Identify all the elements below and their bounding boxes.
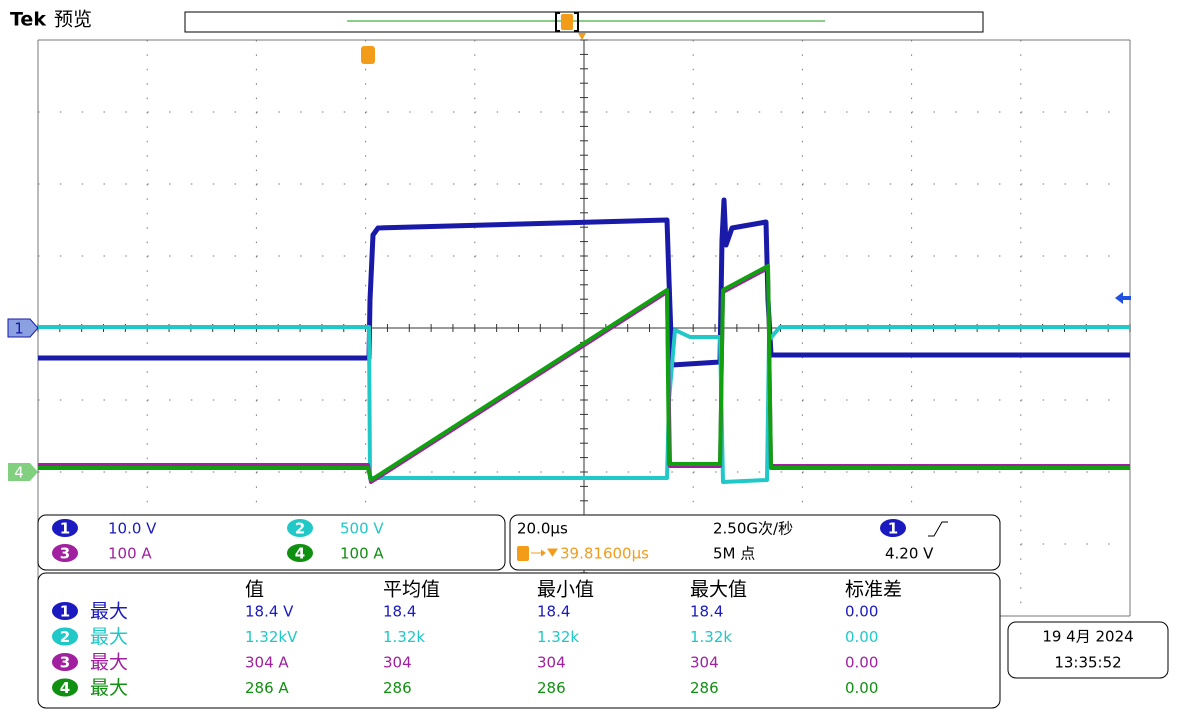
measurement-value: 286: [537, 679, 566, 697]
trigger-icon: [361, 46, 375, 64]
measurement-value: 286 A: [245, 679, 289, 697]
channel-scale: 100 A: [340, 545, 384, 563]
ch4-marker: [8, 463, 38, 481]
ch4-trace: [38, 264, 1130, 482]
channel-badge-label: 1: [60, 520, 70, 538]
measurement-value: 1.32k: [383, 628, 425, 646]
measurement-panel: [37, 572, 1001, 709]
sample-rate: 2.50G次/秒: [713, 520, 793, 538]
channel-badge-label: 3: [60, 545, 70, 563]
channel-badge: [287, 519, 313, 537]
measurement-value: 304: [690, 654, 719, 672]
ch4-marker-label: 4: [14, 464, 24, 482]
record-length: 5M 点: [713, 545, 755, 563]
column-header: 最小值: [537, 579, 594, 601]
timebase-panel: [509, 514, 1001, 571]
trigger-icon: [561, 14, 573, 30]
channel-badge: [52, 602, 78, 620]
channel-badge: [52, 544, 78, 562]
waveforms: [38, 197, 1130, 484]
channel-badge-label: 4: [295, 545, 305, 563]
column-header: 标准差: [845, 579, 902, 601]
channel-scale: 500 V: [340, 520, 384, 538]
trigger-level-arrow: [1115, 292, 1131, 304]
datetime-panel: [1007, 621, 1169, 679]
channel-panel: [37, 514, 506, 571]
channel-badge: [52, 519, 78, 537]
measurement-value: 1.32k: [537, 628, 579, 646]
trigger-pos: [578, 33, 586, 40]
measurement-type: 最大: [90, 677, 128, 699]
channel-badge-label: 2: [295, 520, 305, 538]
record-view: [184, 11, 984, 33]
trigger-level: 4.20 V: [885, 545, 934, 563]
channel-badge-label: 2: [60, 628, 70, 646]
column-header: 最大值: [690, 579, 747, 601]
channel-badge-label: 3: [60, 654, 70, 672]
measurement-value: 18.4: [383, 603, 416, 621]
measurement-value: 304 A: [245, 654, 289, 672]
measurement-value: 18.4: [537, 603, 570, 621]
channel-badge: [52, 653, 78, 671]
mode: 预览: [54, 9, 92, 31]
measurement-value: 0.00: [845, 628, 878, 646]
column-header: 值: [245, 579, 264, 601]
channel-badge: [52, 678, 78, 697]
column-header: 平均值: [383, 579, 440, 601]
measurement-value: 286: [383, 679, 412, 697]
channel-badge: [880, 519, 906, 537]
measurement-value: 0.00: [845, 654, 878, 672]
ch1-marker-label: 1: [14, 320, 24, 338]
measurement-type: 最大: [90, 601, 128, 623]
channel-badge-label: 1: [888, 520, 898, 538]
measurement-value: 1.32kV: [245, 628, 298, 646]
position-arrow: [531, 548, 558, 557]
time: 13:35:52: [1054, 654, 1121, 672]
date: 19 4月 2024: [1042, 628, 1133, 646]
channel-badge-label: 1: [60, 603, 70, 621]
ch1-marker: [7, 318, 39, 338]
measurement-value: 1.32k: [690, 628, 732, 646]
channel-badge-label: 4: [60, 679, 70, 697]
measurement-value: 18.4: [690, 603, 723, 621]
trigger-slope: [928, 521, 948, 537]
horizontal-scale: 20.0µs: [517, 520, 568, 538]
measurement-value: 304: [537, 654, 566, 672]
channel-badge: [287, 544, 313, 562]
measurement-type: 最大: [90, 652, 128, 674]
position: 39.81600µs: [560, 545, 649, 563]
measurement-value: 304: [383, 654, 412, 672]
measurement-type: 最大: [90, 626, 128, 648]
trigger-icon: [517, 546, 529, 561]
measurement-value: 0.00: [845, 603, 878, 621]
measurement-value: 286: [690, 679, 719, 697]
channel-badge: [52, 627, 78, 646]
measurement-value: 18.4 V: [245, 603, 294, 621]
channel-scale: 100 A: [108, 545, 152, 563]
measurement-value: 0.00: [845, 679, 878, 697]
channel-scale: 10.0 V: [108, 520, 157, 538]
brand: Tek: [10, 9, 46, 31]
view-brackets: [555, 12, 579, 32]
